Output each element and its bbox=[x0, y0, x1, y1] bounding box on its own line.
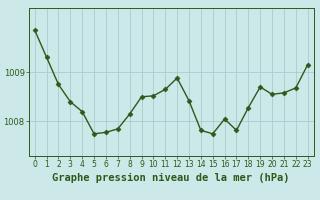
X-axis label: Graphe pression niveau de la mer (hPa): Graphe pression niveau de la mer (hPa) bbox=[52, 173, 290, 183]
